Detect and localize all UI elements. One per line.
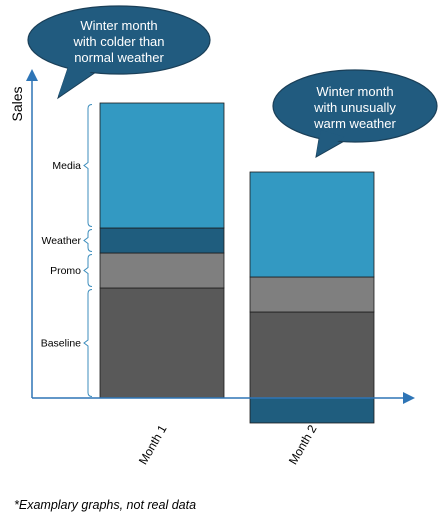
x-tick-label-1: Month 1 [136,422,170,467]
x-tick-label-2: Month 2 [286,422,320,467]
ticks-layer: Month 1 Month 2 [136,422,320,467]
bracket-media [83,104,93,227]
bar-segment-baseline-2 [249,311,375,399]
segment-label-baseline: Baseline [41,338,81,350]
footnote: *Examplary graphs, not real data [14,498,197,512]
callout-text-line: with unusually [313,100,396,115]
callout-text-line: with colder than [72,34,164,49]
segment-label-promo: Promo [50,265,81,277]
bar-segment-media-2 [249,171,375,278]
bar-segment-media-1 [99,102,225,229]
callout-tail-fill [316,130,345,155]
brackets-layer: Baseline Promo Weather Media [41,104,93,397]
callout-text-line: warm weather [313,116,396,131]
bracket-baseline [83,289,93,397]
y-axis-label: Sales [9,86,25,121]
bracket-weather [83,229,93,252]
bar-segment-baseline-1 [99,287,225,399]
callout-text-line: Winter month [316,84,393,99]
bracket-promo [83,254,93,287]
bar-segment-weather-2 [249,397,375,424]
bar-segment-promo-2 [249,276,375,313]
bars-layer [99,102,375,424]
callout-bubble [27,5,211,75]
callout-text-line: normal weather [74,50,164,65]
bar-segment-weather-1 [99,227,225,254]
bar-segment-promo-1 [99,252,225,289]
segment-label-weather: Weather [42,235,82,247]
callout-bubble [272,69,438,143]
callout-text-line: Winter month [80,18,157,33]
callout-tail-fill [58,59,95,96]
segment-label-media: Media [52,160,81,172]
